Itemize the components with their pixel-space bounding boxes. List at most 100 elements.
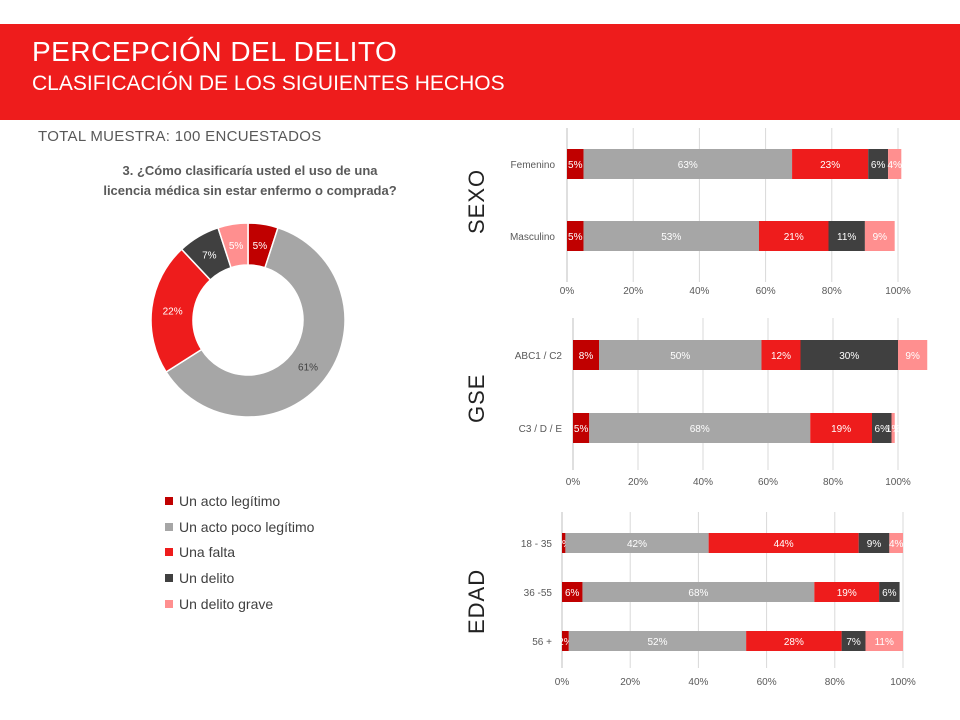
legend-label: Un acto poco legítimo bbox=[179, 518, 315, 535]
x-tick-label: 60% bbox=[757, 677, 777, 688]
bar-segment bbox=[889, 533, 903, 553]
bar-segment bbox=[898, 340, 928, 370]
x-tick-label: 0% bbox=[560, 286, 575, 297]
bar-data-label: 9% bbox=[867, 539, 882, 550]
bar-data-label: 11% bbox=[837, 232, 856, 243]
bar-segment bbox=[761, 340, 801, 370]
x-tick-label: 40% bbox=[689, 286, 709, 297]
bar-data-label: 19% bbox=[831, 424, 851, 435]
legend-item: Un acto poco legítimo bbox=[165, 514, 314, 540]
bar-segment bbox=[565, 533, 709, 553]
bar-segment bbox=[800, 340, 898, 370]
bar-data-label: 9% bbox=[873, 232, 888, 243]
bar-segment bbox=[891, 413, 895, 443]
bar-data-label: 6% bbox=[871, 160, 886, 171]
bar-segment bbox=[792, 149, 869, 179]
bar-data-label: 52% bbox=[647, 637, 667, 648]
bar-data-label: 8% bbox=[579, 351, 594, 362]
bar-segment bbox=[599, 340, 762, 370]
legend-item: Un delito grave bbox=[165, 591, 314, 617]
bar-segment bbox=[872, 413, 892, 443]
bar-segment bbox=[879, 582, 900, 602]
bar-segment bbox=[568, 631, 747, 651]
bar-data-label: 63% bbox=[678, 160, 698, 171]
category-label: C3 / D / E bbox=[519, 424, 563, 435]
bar-data-label: 21% bbox=[784, 232, 804, 243]
section-label-sexo: SEXO bbox=[464, 168, 489, 234]
donut-slice-label: 61% bbox=[298, 363, 318, 374]
bar-data-label: 30% bbox=[839, 351, 859, 362]
bar-segment bbox=[865, 631, 903, 651]
x-tick-label: 60% bbox=[758, 477, 778, 488]
question-line-2: licencia médica sin estar enfermo o comp… bbox=[103, 183, 397, 198]
bar-segment bbox=[583, 221, 759, 251]
bar-segment bbox=[582, 582, 815, 602]
bar-data-label: 44% bbox=[774, 539, 794, 550]
x-tick-label: 100% bbox=[885, 286, 911, 297]
category-label: ABC1 / C2 bbox=[515, 351, 563, 362]
donut-slice bbox=[165, 226, 346, 418]
bar-segment bbox=[746, 631, 842, 651]
bar-segment bbox=[562, 533, 566, 553]
category-label: Masculino bbox=[510, 232, 555, 243]
x-tick-label: 20% bbox=[628, 477, 648, 488]
x-tick-label: 100% bbox=[890, 677, 916, 688]
legend-swatch bbox=[165, 574, 173, 583]
x-tick-label: 20% bbox=[623, 286, 643, 297]
bar-segment bbox=[758, 221, 829, 251]
category-label: 36 -55 bbox=[524, 588, 553, 599]
bar-segment bbox=[708, 533, 859, 553]
bar-segment bbox=[567, 221, 584, 251]
bar-segment bbox=[841, 631, 866, 651]
x-tick-label: 40% bbox=[688, 677, 708, 688]
bar-segment bbox=[888, 149, 902, 179]
bar-segment bbox=[583, 149, 793, 179]
category-label: 56 + bbox=[532, 637, 552, 648]
bar-segment bbox=[864, 221, 895, 251]
page-title: PERCEPCIÓN DEL DELITO bbox=[32, 36, 398, 67]
header-band bbox=[0, 24, 960, 120]
category-label: Femenino bbox=[511, 160, 556, 171]
bar-segment bbox=[868, 149, 889, 179]
donut-slice-label: 7% bbox=[202, 251, 217, 262]
page-subtitle: CLASIFICACIÓN DE LOS SIGUIENTES HECHOS bbox=[32, 72, 505, 95]
bar-segment bbox=[573, 413, 590, 443]
bar-data-label: 5% bbox=[574, 424, 589, 435]
bar-data-label: 68% bbox=[688, 588, 708, 599]
legend-label: Un delito grave bbox=[179, 595, 274, 612]
section-label-edad: EDAD bbox=[464, 568, 489, 634]
legend-item: Un delito bbox=[165, 565, 314, 591]
section-label-gse: GSE bbox=[464, 373, 489, 423]
question-line-1: 3. ¿Cómo clasificaría usted el uso de un… bbox=[122, 163, 378, 178]
sample-size-label: TOTAL MUESTRA: 100 ENCUESTADOS bbox=[38, 128, 322, 145]
legend-item: Una falta bbox=[165, 540, 314, 566]
bar-segment bbox=[814, 582, 880, 602]
bar-data-label: 23% bbox=[820, 160, 840, 171]
bar-data-label: 1% bbox=[886, 424, 901, 435]
donut-slice-label: 22% bbox=[163, 306, 183, 317]
bar-data-label: 68% bbox=[690, 424, 710, 435]
x-tick-label: 20% bbox=[620, 677, 640, 688]
bar-segment bbox=[810, 413, 872, 443]
bar-data-label: 7% bbox=[846, 637, 861, 648]
bar-segment bbox=[573, 340, 599, 370]
donut-chart: 5% 61% 22% 7% 5% bbox=[150, 222, 346, 418]
x-tick-label: 80% bbox=[825, 677, 845, 688]
bar-data-label: 9% bbox=[905, 351, 920, 362]
x-tick-label: 80% bbox=[822, 286, 842, 297]
chart-legend: Un acto legítimo Un acto poco legítimo Una… bbox=[165, 488, 314, 617]
bar-segment bbox=[589, 413, 811, 443]
legend-item: Un acto legítimo bbox=[165, 488, 314, 514]
donut-slice-label: 5% bbox=[229, 241, 244, 252]
legend-swatch bbox=[165, 496, 173, 505]
legend-swatch bbox=[165, 599, 173, 608]
category-label: 18 - 35 bbox=[521, 539, 553, 550]
legend-label: Una falta bbox=[179, 544, 236, 561]
legend-swatch bbox=[165, 522, 173, 531]
x-tick-label: 60% bbox=[756, 286, 776, 297]
x-tick-label: 0% bbox=[555, 677, 570, 688]
bar-segment bbox=[858, 533, 890, 553]
bar-data-label: 11% bbox=[875, 637, 894, 648]
bar-data-label: 6% bbox=[875, 424, 890, 435]
bar-data-label: 53% bbox=[661, 232, 681, 243]
